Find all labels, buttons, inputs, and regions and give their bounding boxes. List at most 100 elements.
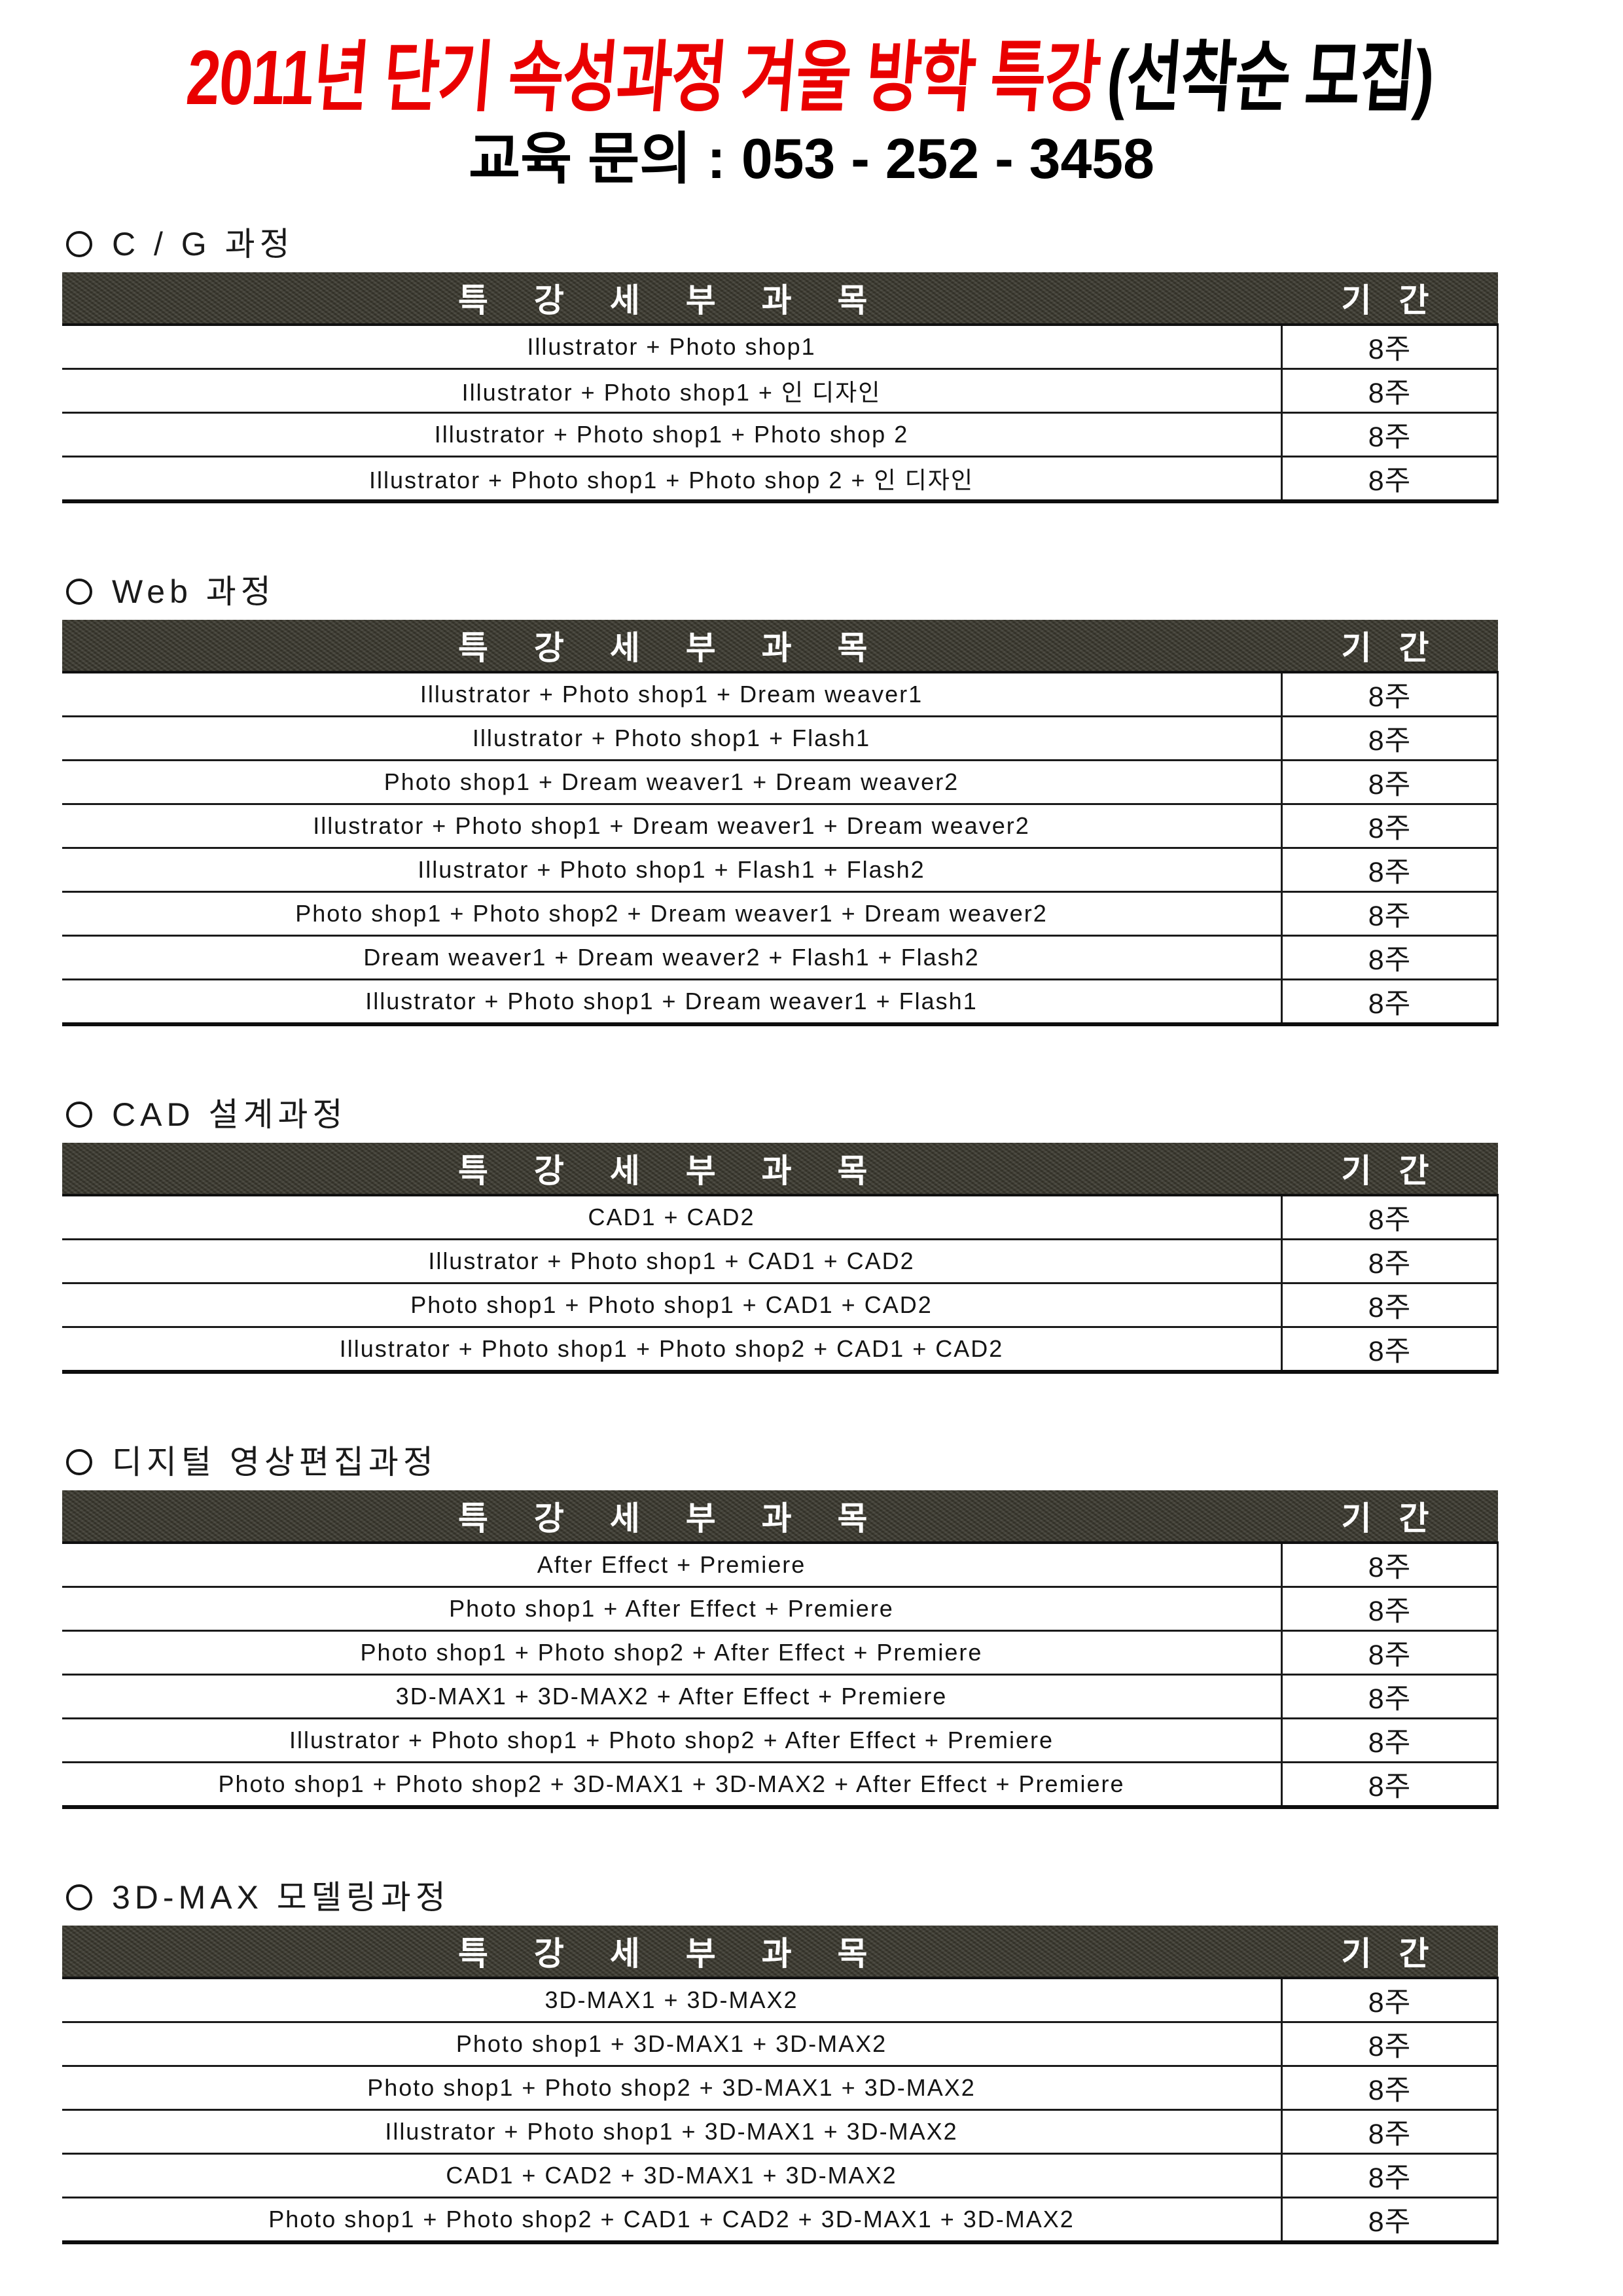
table-row: Photo shop1 + Photo shop2 + 3D-MAX1 + 3D…: [62, 2066, 1499, 2111]
course-sections: C / G 과정 특 강 세 부 과 목 기 간 Illustrator + P…: [0, 228, 1623, 2296]
table-row: Photo shop1 + 3D-MAX1 + 3D-MAX2 8주: [62, 2022, 1499, 2067]
course-duration-cell: 8주: [1281, 1327, 1499, 1374]
course-subject-cell: 3D-MAX1 + 3D-MAX2: [62, 1977, 1282, 2023]
course-table-body: CAD1 + CAD2 8주 Illustrator + Photo shop1…: [62, 1194, 1499, 1374]
course-subject-cell: Illustrator + Photo shop1 + Dream weaver…: [62, 804, 1282, 849]
course-duration-cell: 8주: [1281, 891, 1499, 937]
course-subject-cell: Illustrator + Photo shop1 + Photo shop2 …: [62, 1718, 1282, 1763]
course-duration-cell: 8주: [1281, 672, 1499, 717]
table-row: 3D-MAX1 + 3D-MAX2 8주: [62, 1977, 1499, 2023]
column-header-duration: 기 간: [1281, 272, 1498, 326]
course-table: 특 강 세 부 과 목 기 간 CAD1 + CAD2 8주 Illustrat…: [62, 1142, 1499, 1374]
course-subject-cell: Illustrator + Photo shop1 + Dream weaver…: [62, 672, 1282, 717]
course-duration-cell: 8주: [1281, 1630, 1499, 1676]
course-duration-cell: 8주: [1281, 1239, 1499, 1284]
table-row: Photo shop1 + After Effect + Premiere 8주: [62, 1587, 1499, 1632]
course-duration-cell: 8주: [1281, 1718, 1499, 1763]
course-duration-cell: 8주: [1281, 1674, 1499, 1719]
page-title-main: 2011년 단기 속성과정 겨울 방학 특강: [183, 35, 1103, 121]
course-duration-cell: 8주: [1281, 2153, 1499, 2198]
course-section: Web 과정 특 강 세 부 과 목 기 간 Illustrator + Pho…: [62, 575, 1499, 1026]
course-subject-cell: Dream weaver1 + Dream weaver2 + Flash1 +…: [62, 935, 1282, 980]
table-row: Photo shop1 + Photo shop2 + After Effect…: [62, 1630, 1499, 1676]
course-duration-cell: 8주: [1281, 1542, 1499, 1588]
section-heading: CAD 설계과정: [66, 1098, 1499, 1131]
course-subject-cell: Illustrator + Photo shop1 + 인 디자인: [62, 368, 1282, 414]
course-section: 3D-MAX 모델링과정 특 강 세 부 과 목 기 간 3D-MAX1 + 3…: [62, 1881, 1499, 2244]
course-subject-cell: CAD1 + CAD2: [62, 1194, 1282, 1240]
course-subject-cell: Illustrator + Photo shop1 + 3D-MAX1 + 3D…: [62, 2109, 1282, 2155]
circle-bullet-icon: [66, 230, 92, 257]
section-heading: Web 과정: [66, 575, 1499, 608]
column-header-duration: 기 간: [1281, 1925, 1498, 1979]
course-table-body: Illustrator + Photo shop1 8주 Illustrator…: [62, 324, 1499, 503]
course-table-body: Illustrator + Photo shop1 + Dream weaver…: [62, 672, 1499, 1026]
table-row: CAD1 + CAD2 + 3D-MAX1 + 3D-MAX2 8주: [62, 2153, 1499, 2198]
column-header-subject: 특 강 세 부 과 목: [62, 272, 1282, 326]
course-table-body: After Effect + Premiere 8주 Photo shop1 +…: [62, 1542, 1499, 1809]
course-duration-cell: 8주: [1281, 848, 1499, 893]
course-duration-cell: 8주: [1281, 1762, 1499, 1809]
course-table: 특 강 세 부 과 목 기 간 After Effect + Premiere …: [62, 1490, 1499, 1809]
course-duration-cell: 8주: [1281, 979, 1499, 1026]
circle-bullet-icon: [66, 578, 92, 605]
page-title: 2011년 단기 속성과정 겨울 방학 특강(선착순 모집): [173, 0, 1450, 123]
table-row: After Effect + Premiere 8주: [62, 1542, 1499, 1588]
contact-phone-line: 교육 문의 : 053 - 252 - 3458: [469, 127, 1154, 190]
table-row: Illustrator + Photo shop1 8주: [62, 324, 1499, 370]
course-table-header: 특 강 세 부 과 목 기 간: [62, 272, 1498, 326]
course-table: 특 강 세 부 과 목 기 간 Illustrator + Photo shop…: [62, 619, 1499, 1026]
course-duration-cell: 8주: [1281, 760, 1499, 805]
table-row: CAD1 + CAD2 8주: [62, 1194, 1499, 1240]
course-duration-cell: 8주: [1281, 456, 1499, 503]
course-subject-cell: Photo shop1 + Photo shop2 + Dream weaver…: [62, 891, 1282, 937]
course-duration-cell: 8주: [1281, 2109, 1499, 2155]
course-subject-cell: Photo shop1 + Photo shop1 + CAD1 + CAD2: [62, 1283, 1282, 1328]
table-row: Photo shop1 + Dream weaver1 + Dream weav…: [62, 760, 1499, 805]
circle-bullet-icon: [66, 1101, 92, 1128]
table-row: Photo shop1 + Photo shop2 + CAD1 + CAD2 …: [62, 2197, 1499, 2244]
section-title: C / G 과정: [112, 225, 294, 262]
table-row: Photo shop1 + Photo shop2 + 3D-MAX1 + 3D…: [62, 1762, 1499, 1809]
table-row: 3D-MAX1 + 3D-MAX2 + After Effect + Premi…: [62, 1674, 1499, 1719]
course-section: CAD 설계과정 특 강 세 부 과 목 기 간 CAD1 + CAD2 8주 …: [62, 1098, 1499, 1374]
course-subject-cell: Photo shop1 + 3D-MAX1 + 3D-MAX2: [62, 2022, 1282, 2067]
section-heading: C / G 과정: [66, 228, 1499, 260]
course-subject-cell: Photo shop1 + Photo shop2 + 3D-MAX1 + 3D…: [62, 1762, 1282, 1809]
course-table-header: 특 강 세 부 과 목 기 간: [62, 1142, 1498, 1196]
course-subject-cell: Illustrator + Photo shop1 + Flash1 + Fla…: [62, 848, 1282, 893]
section-heading: 3D-MAX 모델링과정: [66, 1881, 1499, 1914]
course-duration-cell: 8주: [1281, 324, 1499, 370]
course-duration-cell: 8주: [1281, 1194, 1499, 1240]
course-subject-cell: Photo shop1 + Photo shop2 + 3D-MAX1 + 3D…: [62, 2066, 1282, 2111]
table-row: Illustrator + Photo shop1 + Photo shop 2…: [62, 412, 1499, 457]
course-duration-cell: 8주: [1281, 368, 1499, 414]
course-table-body: 3D-MAX1 + 3D-MAX2 8주 Photo shop1 + 3D-MA…: [62, 1977, 1499, 2244]
course-table-header: 특 강 세 부 과 목 기 간: [62, 1925, 1498, 1979]
column-header-subject: 특 강 세 부 과 목: [62, 619, 1282, 673]
course-duration-cell: 8주: [1281, 412, 1499, 457]
course-duration-cell: 8주: [1281, 935, 1499, 980]
table-row: Photo shop1 + Photo shop1 + CAD1 + CAD2 …: [62, 1283, 1499, 1328]
table-row: Illustrator + Photo shop1 + CAD1 + CAD2 …: [62, 1239, 1499, 1284]
course-duration-cell: 8주: [1281, 716, 1499, 761]
table-row: Illustrator + Photo shop1 + Dream weaver…: [62, 979, 1499, 1026]
section-title: 디지털 영상편집과정: [112, 1443, 438, 1480]
course-duration-cell: 8주: [1281, 2066, 1499, 2111]
table-row: Illustrator + Photo shop1 + 인 디자인 8주: [62, 368, 1499, 414]
page-title-paren: (선착순 모집): [1103, 35, 1437, 121]
table-row: Illustrator + Photo shop1 + Flash1 8주: [62, 716, 1499, 761]
course-duration-cell: 8주: [1281, 2197, 1499, 2244]
table-row: Illustrator + Photo shop1 + Flash1 + Fla…: [62, 848, 1499, 893]
course-subject-cell: Illustrator + Photo shop1 + Photo shop 2: [62, 412, 1282, 457]
course-subject-cell: CAD1 + CAD2 + 3D-MAX1 + 3D-MAX2: [62, 2153, 1282, 2198]
section-title: 3D-MAX 모델링과정: [112, 1878, 450, 1916]
course-duration-cell: 8주: [1281, 1283, 1499, 1328]
course-subject-cell: Illustrator + Photo shop1 + Photo shop2 …: [62, 1327, 1282, 1374]
course-section: C / G 과정 특 강 세 부 과 목 기 간 Illustrator + P…: [62, 228, 1499, 503]
course-subject-cell: Illustrator + Photo shop1 + Photo shop 2…: [62, 456, 1282, 503]
course-subject-cell: 3D-MAX1 + 3D-MAX2 + After Effect + Premi…: [62, 1674, 1282, 1719]
table-row: Illustrator + Photo shop1 + Dream weaver…: [62, 804, 1499, 849]
table-row: Photo shop1 + Photo shop2 + Dream weaver…: [62, 891, 1499, 937]
